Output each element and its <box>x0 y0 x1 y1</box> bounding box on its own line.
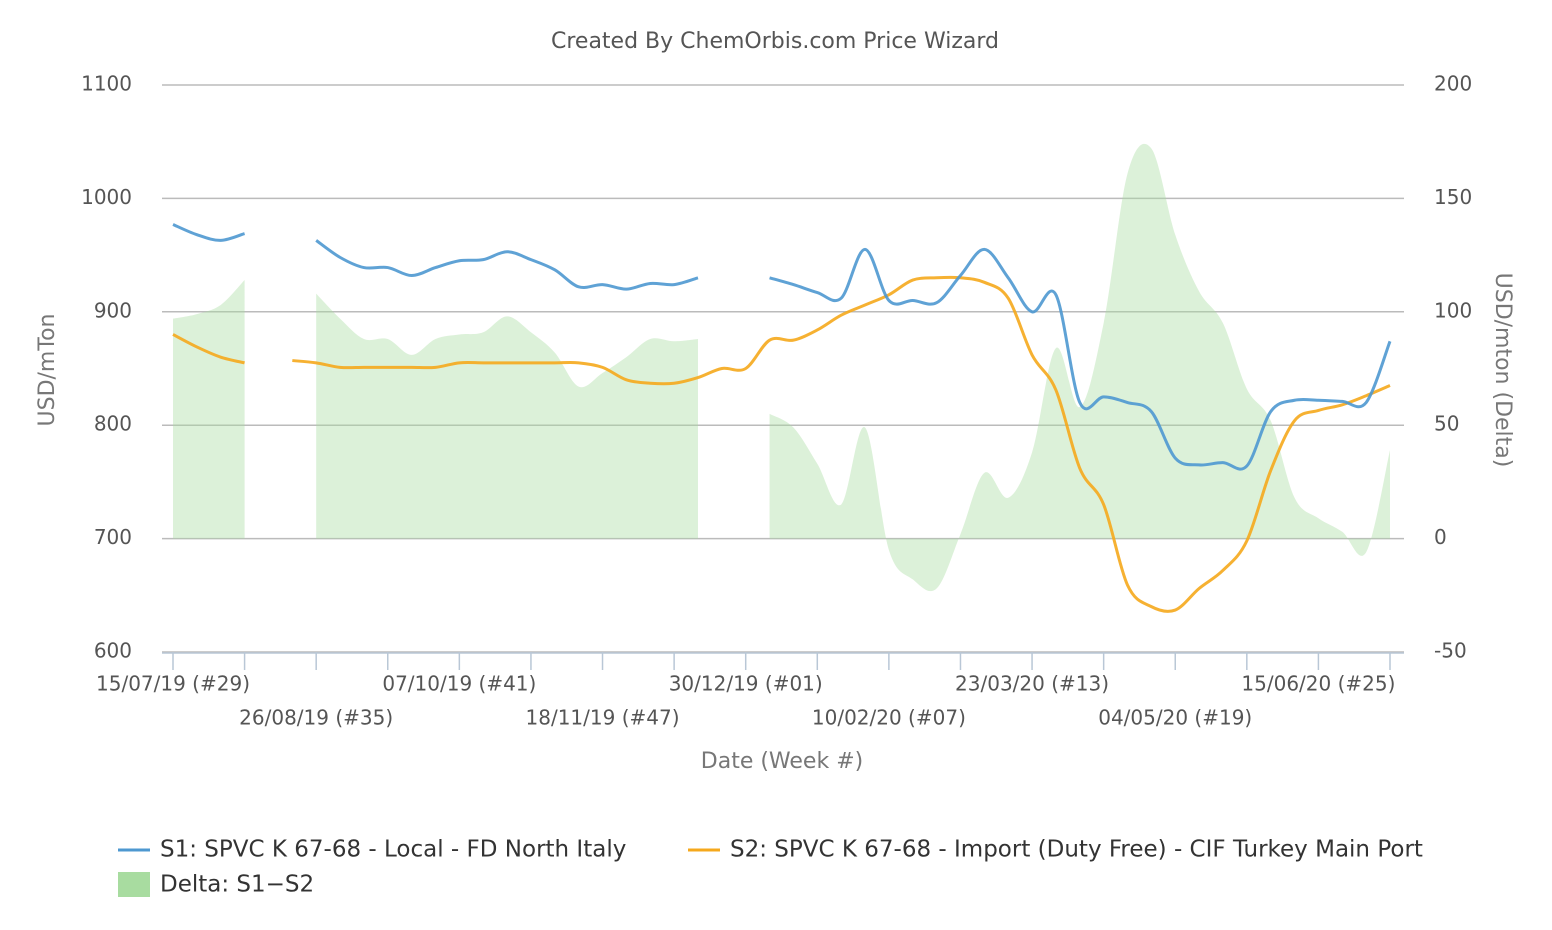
y-tick-label: 600 <box>94 639 132 663</box>
y-tick-label: 800 <box>94 412 132 436</box>
y2-tick-label: -50 <box>1434 639 1467 663</box>
y2-tick-label: 100 <box>1434 298 1472 322</box>
y2-tick-label: 0 <box>1434 525 1447 549</box>
y2-tick-label: 150 <box>1434 185 1472 209</box>
legend-swatch <box>118 872 150 897</box>
x-tick-label: 15/06/20 (#25) <box>1241 672 1395 696</box>
x-tick-label: 18/11/19 (#47) <box>526 706 680 730</box>
x-tick-label: 07/10/19 (#41) <box>382 672 536 696</box>
y2-axis-title: USD/mton (Delta) <box>1490 273 1515 468</box>
y2-tick-label: 50 <box>1434 412 1459 436</box>
y-tick-label: 1100 <box>81 72 132 96</box>
legend-label: S2: SPVC K 67-68 - Import (Duty Free) - … <box>730 837 1423 863</box>
series-line <box>172 275 1391 613</box>
x-tick-label: 23/03/20 (#13) <box>955 672 1109 696</box>
legend-label: Delta: S1−S2 <box>160 872 314 898</box>
y-tick-label: 900 <box>94 298 132 322</box>
legend-label: S1: SPVC K 67-68 - Local - FD North Ital… <box>160 837 626 863</box>
y-tick-label: 700 <box>94 525 132 549</box>
x-tick-label: 04/05/20 (#19) <box>1098 706 1252 730</box>
x-tick-label: 26/08/19 (#35) <box>239 706 393 730</box>
chart-title: Created By ChemOrbis.com Price Wizard <box>551 29 999 54</box>
y2-tick-label: 200 <box>1434 72 1472 96</box>
x-axis-title: Date (Week #) <box>701 749 863 774</box>
y-tick-label: 1000 <box>81 185 132 209</box>
x-tick-label: 10/02/20 (#07) <box>812 706 966 730</box>
x-tick-label: 30/12/19 (#01) <box>669 672 823 696</box>
x-tick-label: 15/07/19 (#29) <box>96 672 250 696</box>
y-axis-title: USD/mTon <box>35 314 60 427</box>
series-line <box>172 223 1392 471</box>
